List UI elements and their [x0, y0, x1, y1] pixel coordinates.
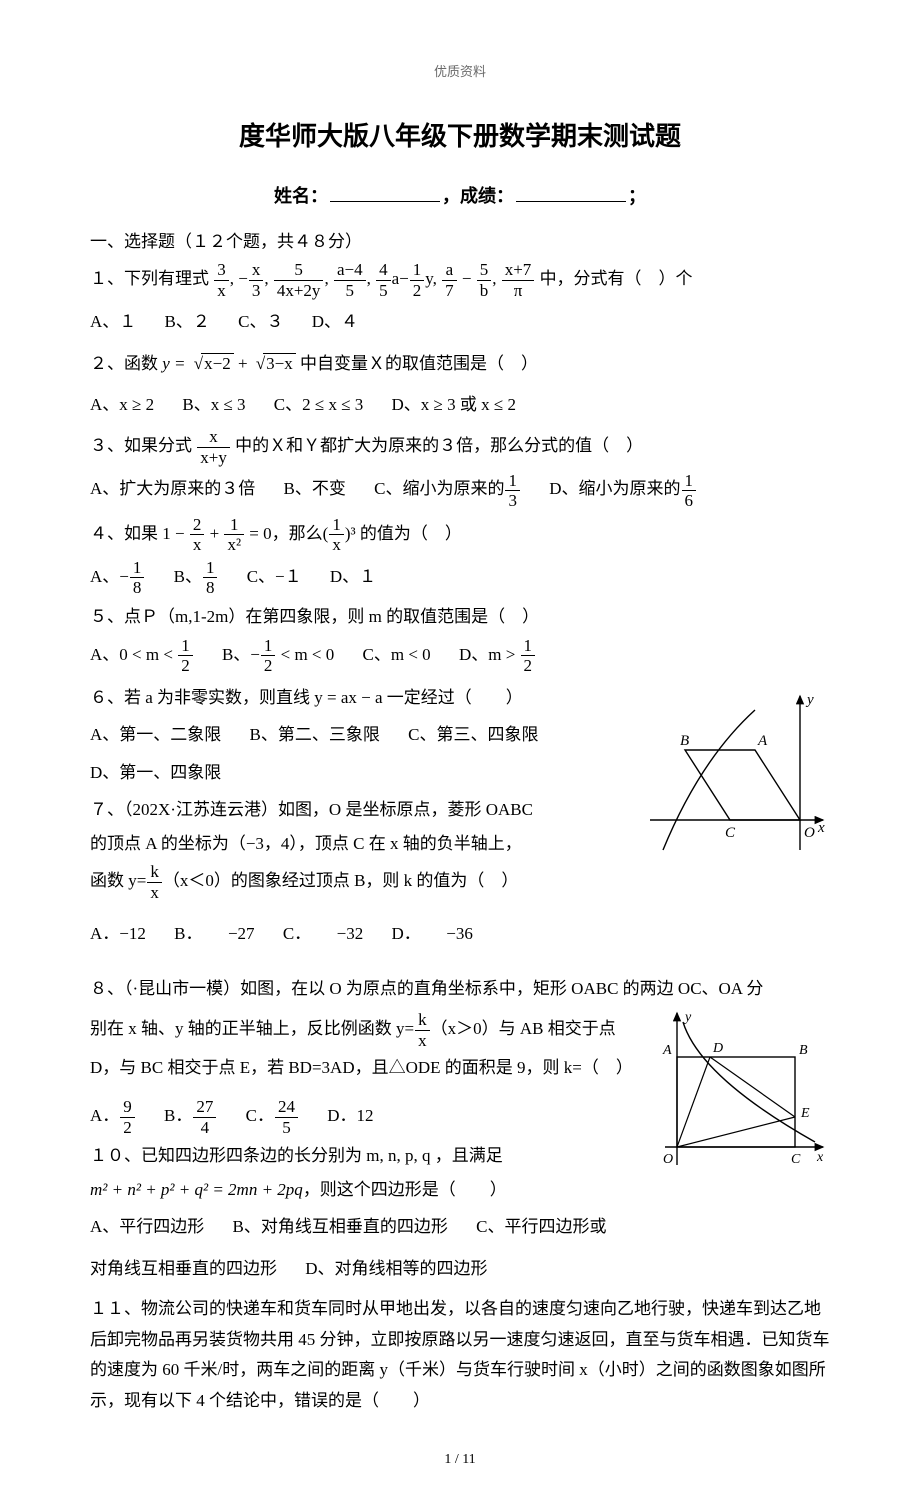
q3-choice-c: C、缩小为原来的13 [374, 470, 521, 510]
q5-choice-d: D、m > 12 [459, 636, 536, 676]
q2-choice-c: C、2 ≤ x ≤ 3 [274, 386, 364, 423]
section-1-heading: 一、选择题（１２个题，共４８分） [90, 227, 830, 258]
q1-choice-d: D、４ [312, 303, 358, 340]
q5-choice-b: B、−12 < m < 0 [222, 636, 334, 676]
q2-sqrt1: x−2 [190, 345, 234, 383]
q1-frac4: a−45 [334, 260, 366, 300]
question-3: ３、如果分式 xx+y 中的Ｘ和Ｙ都扩大为原来的３倍，那么分式的值（ ） [90, 427, 830, 467]
q3-stem-b: 中的Ｘ和Ｙ都扩大为原来的３倍，那么分式的值（ ） [235, 436, 643, 455]
q2-choices: A、x ≥ 2 B、x ≤ 3 C、2 ≤ x ≤ 3 D、x ≥ 3 或 x … [90, 386, 830, 423]
q1-frac5a: 45 [376, 260, 391, 300]
q8-choice-a: A．92 [90, 1097, 136, 1137]
name-score-line: 姓名： ，成绩： ； [90, 180, 830, 212]
q1-frac7: 5b [477, 260, 492, 300]
q10-choices: A、平行四边形 B、对角线互相垂直的四边形 C、平行四边形或 [90, 1208, 830, 1245]
q2-stem-b: 中自变量Ｘ的取值范围是（ ） [300, 354, 538, 373]
q4-choice-b: B、18 [174, 558, 219, 598]
q3-choice-d: D、缩小为原来的16 [549, 470, 697, 510]
score-blank [516, 183, 626, 202]
q2-stem-a: ２、函数 [90, 354, 158, 373]
question-8-line3: D，与 BC 相交于点 E，若 BD=3AD，且△ODE 的面积是 9，则 k=… [90, 1053, 830, 1084]
q4-choice-c: C、−１ [247, 558, 302, 595]
q2-choice-a: A、x ≥ 2 [90, 386, 154, 423]
q5-choice-c: C、m < 0 [363, 636, 431, 673]
q1-frac5b: 12 [410, 260, 425, 300]
q8-choice-c: C．245 [246, 1097, 299, 1137]
question-7-line2: 的顶点 A 的坐标为（−3，4），顶点 C 在 x 轴的负半轴上， [90, 829, 830, 860]
q4-t1: 2x [190, 515, 205, 555]
q5-choices: A、0 < m < 12 B、−12 < m < 0 C、m < 0 D、m >… [90, 636, 830, 676]
q1-choices: A、１ B、２ C、３ D、４ [90, 303, 830, 340]
q7-choices: A．−12 B． −27 C． −32 D． −36 [90, 915, 830, 952]
question-4: ４、如果 1 − 2x + 1x² = 0，那么(1x)³ 的值为（ ） [90, 515, 830, 555]
q10-choice-c: C、平行四边形或 [476, 1208, 606, 1245]
header-note: 优质资料 [90, 60, 830, 83]
question-6: ６、若 a 为非零实数，则直线 y = ax − a 一定经过（ ） [90, 683, 830, 714]
score-suffix: ； [628, 186, 646, 206]
q6-choice-d: D、第一、四象限 [90, 754, 221, 791]
page-footer: 1 / 11 [90, 1447, 830, 1472]
q1-frac1: 3x [214, 260, 229, 300]
question-1: １、下列有理式 3x, −x3, 54x+2y, a−45, 45a−12y, … [90, 260, 830, 300]
question-5: ５、点Ｐ（m,1-2m）在第四象限，则 m 的取值范围是（ ） [90, 602, 830, 633]
page-title: 度华师大版八年级下册数学期末测试题 [90, 113, 830, 160]
q8-choice-b: B．274 [164, 1097, 217, 1137]
q1-stem-a: １、下列有理式 [90, 269, 209, 288]
q6-choice-c: C、第三、四象限 [408, 716, 538, 753]
q10-choices-line2: 对角线互相垂直的四边形 D、对角线相等的四边形 [90, 1250, 830, 1287]
svg-text:B: B [680, 733, 689, 749]
q10-choice-b: B、对角线互相垂直的四边形 [233, 1208, 448, 1245]
q5-choice-a: A、0 < m < 12 [90, 636, 194, 676]
svg-text:A: A [757, 733, 768, 749]
q7-choice-a: A．−12 [90, 915, 146, 952]
q3-stem-a: ３、如果分式 [90, 436, 192, 455]
q7-choice-c: C． −32 [283, 915, 363, 952]
question-7-line1: ７、（202X·江苏连云港）如图，O 是坐标原点，菱形 OABC [90, 795, 830, 826]
q4-choice-d: D、１ [330, 558, 376, 595]
q1-choice-c: C、３ [238, 303, 283, 340]
question-8-line2: 别在 x 轴、y 轴的正半轴上，反比例函数 y=kx（x＞0）与 AB 相交于点 [90, 1010, 830, 1050]
q1-frac8: x+7π [502, 260, 535, 300]
q4-choices: A、−18 B、18 C、−１ D、１ [90, 558, 830, 598]
name-blank [330, 183, 440, 202]
q1-choice-b: B、２ [165, 303, 210, 340]
q4-stem-c: 的值为（ ） [360, 524, 462, 543]
q10-choice-a: A、平行四边形 [90, 1208, 204, 1245]
q1-choice-a: A、１ [90, 303, 136, 340]
q4-choice-a: A、−18 [90, 558, 145, 598]
q4-stem-a: ４、如果 [90, 524, 158, 543]
question-8-line1: ８、（·昆山市一模）如图，在以 O 为原点的直角坐标系中，矩形 OABC 的两边… [90, 974, 830, 1005]
q7-choice-d: D． −36 [392, 915, 473, 952]
score-label: ，成绩： [442, 186, 514, 206]
q1-stem-b: 中，分式有（ ）个 [540, 269, 693, 288]
q8-choice-d: D．12 [327, 1097, 373, 1134]
q1-frac6: a7 [442, 260, 457, 300]
q2-sqrt2: 3−x [252, 345, 296, 383]
q3-choices: A、扩大为原来的３倍 B、不变 C、缩小为原来的13 D、缩小为原来的16 [90, 470, 830, 510]
q6-choice-a: A、第一、二象限 [90, 716, 221, 753]
question-2: ２、函数 y = x−2 + 3−x 中自变量Ｘ的取值范围是（ ） [90, 345, 830, 383]
question-10-line1: １０、已知四边形四条边的长分别为 m, n, p, q ，且满足 [90, 1141, 830, 1172]
svg-text:E: E [800, 1106, 810, 1121]
q10-choice-d: D、对角线相等的四边形 [305, 1250, 487, 1287]
q6-choice-b: B、第二、三象限 [250, 716, 380, 753]
q1-frac3: 54x+2y [274, 260, 324, 300]
name-label: 姓名： [274, 186, 328, 206]
q4-p: 1x [329, 515, 344, 555]
q3-frac: xx+y [197, 427, 230, 467]
q3-choice-b: B、不变 [284, 470, 346, 507]
q10-choice-c2: 对角线互相垂直的四边形 [90, 1250, 277, 1287]
q1-frac2: x3 [249, 260, 264, 300]
question-11: １１、物流公司的快递车和货车同时从甲地出发，以各自的速度匀速向乙地行驶，快递车到… [90, 1294, 830, 1416]
q2-choice-b: B、x ≤ 3 [182, 386, 245, 423]
q3-choice-a: A、扩大为原来的３倍 [90, 470, 255, 507]
q4-t2: 1x² [224, 515, 244, 555]
question-7-line3: 函数 y=kx（x＜0）的图象经过顶点 B，则 k 的值为（ ） [90, 862, 830, 902]
question-10-line2: m² + n² + p² + q² = 2mn + 2pq，则这个四边形是（ ） [90, 1175, 830, 1206]
q7-choice-b: B． −27 [174, 915, 254, 952]
q2-choice-d: D、x ≥ 3 或 x ≤ 2 [392, 386, 516, 423]
